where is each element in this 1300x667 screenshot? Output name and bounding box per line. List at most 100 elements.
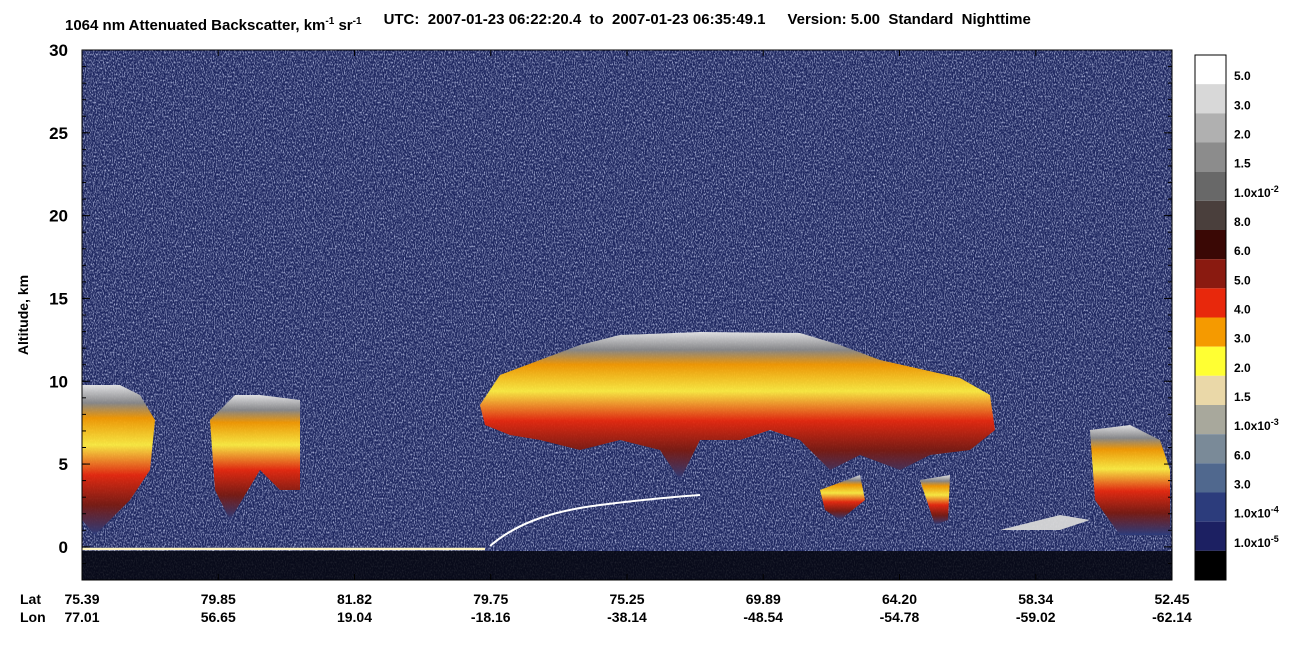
cloud [210, 395, 300, 520]
colorbar-label: 1.0x10-2 [1234, 184, 1279, 200]
colorbar-label: 1.0x10-4 [1234, 505, 1279, 521]
colorbar-label-text: 1.0x10 [1234, 536, 1271, 550]
colorbar-label: 3.0 [1234, 478, 1251, 492]
colorbar-bin [1195, 434, 1226, 464]
x-row-name: Lat [20, 591, 41, 607]
x-tick-label: 81.82 [337, 591, 372, 607]
y-tick-label: 20 [49, 207, 68, 226]
x-tick-label: 19.04 [337, 609, 372, 625]
colorbar-bin [1195, 521, 1226, 551]
colorbar-bin [1195, 463, 1226, 493]
y-tick-label: 5 [59, 455, 68, 474]
colorbar-label: 3.0 [1234, 332, 1251, 346]
colorbar-label-text: 2.0 [1234, 361, 1251, 375]
x-tick-label: 64.20 [882, 591, 917, 607]
colorbar-bin [1195, 405, 1226, 435]
x-tick-label: 77.01 [64, 609, 99, 625]
y-tick-label: 25 [49, 124, 68, 143]
colorbar-label-exponent: -2 [1271, 184, 1279, 194]
colorbar-label: 8.0 [1234, 215, 1251, 229]
colorbar-label-text: 3.0 [1234, 478, 1251, 492]
y-axis-label: Altitude, km [15, 275, 31, 355]
x-tick-label: -18.16 [471, 609, 511, 625]
colorbar-bin [1195, 230, 1226, 260]
colorbar-bin [1195, 84, 1226, 114]
x-tick-label: -54.78 [880, 609, 920, 625]
y-tick-label: 0 [59, 538, 68, 557]
title-superscript: -1 [353, 16, 362, 27]
colorbar-label: 1.0x10-3 [1234, 417, 1279, 433]
colorbar-bin [1195, 317, 1226, 347]
y-tick-label: 30 [49, 41, 68, 60]
colorbar-bin [1195, 142, 1226, 172]
colorbar-label: 1.5 [1234, 390, 1251, 404]
cloud [920, 475, 950, 525]
colorbar-label-text: 5.0 [1234, 69, 1251, 83]
colorbar-label: 5.0 [1234, 273, 1251, 287]
colorbar-bin [1195, 113, 1226, 143]
x-tick-label: -62.14 [1152, 609, 1192, 625]
x-tick-label: -48.54 [743, 609, 783, 625]
x-tick-label: 79.85 [201, 591, 236, 607]
y-tick-label: 10 [49, 372, 68, 391]
field-noise [82, 50, 1172, 580]
title-superscript: -1 [325, 16, 334, 27]
x-row-name: Lon [20, 609, 46, 625]
colorbar-frame [1194, 54, 1227, 581]
colorbar-label: 3.0 [1234, 98, 1251, 112]
x-tick-label: 56.65 [201, 609, 236, 625]
colorbar-label: 2.0 [1234, 361, 1251, 375]
title-text: 1064 nm Attenuated Backscatter, km [65, 17, 325, 34]
colorbar-label-exponent: -5 [1271, 534, 1279, 544]
colorbar-bin [1195, 346, 1226, 376]
colorbar-label-exponent: -4 [1271, 505, 1279, 515]
colorbar-label: 6.0 [1234, 244, 1251, 258]
colorbar-label: 6.0 [1234, 448, 1251, 462]
colorbar-label-text: 1.5 [1234, 157, 1251, 171]
colorbar-label-text: 6.0 [1234, 448, 1251, 462]
cloud [820, 475, 865, 520]
colorbar-bin [1195, 375, 1226, 405]
colorbar-label-text: 1.0x10 [1234, 186, 1271, 200]
version: Version: 5.00 Standard Nighttime [787, 11, 1030, 28]
colorbar-label-text: 1.0x10 [1234, 419, 1271, 433]
surface-return [489, 494, 701, 547]
cloud-layers [82, 332, 1170, 535]
colorbar-label: 1.5 [1234, 157, 1251, 171]
colorbar-bin [1195, 550, 1226, 580]
colorbar-label-text: 4.0 [1234, 303, 1251, 317]
colorbar-bin [1195, 55, 1226, 85]
x-tick-label: -59.02 [1016, 609, 1056, 625]
title-text: sr [334, 17, 353, 34]
colorbar-label-text: 1.0x10 [1234, 507, 1271, 521]
chart-title: 1064 nm Attenuated Backscatter, km-1 sr-… [65, 11, 1031, 34]
backscatter-field [82, 50, 1172, 580]
colorbar-label: 2.0 [1234, 128, 1251, 142]
x-tick-label: 75.39 [64, 591, 99, 607]
y-tick-label: 15 [49, 289, 68, 308]
colorbar-label: 4.0 [1234, 303, 1251, 317]
colorbar-label-text: 2.0 [1234, 128, 1251, 142]
colorbar-label-text: 6.0 [1234, 244, 1251, 258]
colorbar-label-exponent: -3 [1271, 417, 1279, 427]
colorbar-bin [1195, 492, 1226, 522]
colorbar-bin [1195, 288, 1226, 318]
aerosol-layer [1000, 515, 1090, 530]
x-tick-label: 52.45 [1154, 591, 1189, 607]
x-tick-label: 79.75 [473, 591, 508, 607]
cloud [82, 385, 155, 535]
colorbar-label: 1.0x10-5 [1234, 534, 1279, 550]
colorbar-label-text: 5.0 [1234, 273, 1251, 287]
colorbar-label: 5.0 [1234, 69, 1251, 83]
colorbar-label-text: 3.0 [1234, 98, 1251, 112]
colorbar-label-text: 8.0 [1234, 215, 1251, 229]
colorbar-bin [1195, 171, 1226, 201]
x-tick-label: -38.14 [607, 609, 647, 625]
time-range: UTC: 2007-01-23 06:22:20.4 to 2007-01-23… [384, 11, 766, 28]
colorbar-label-text: 1.5 [1234, 390, 1251, 404]
colorbar-bin [1195, 259, 1226, 289]
colorbar-bin [1195, 200, 1226, 230]
x-tick-label: 69.89 [746, 591, 781, 607]
cloud [1090, 425, 1170, 535]
